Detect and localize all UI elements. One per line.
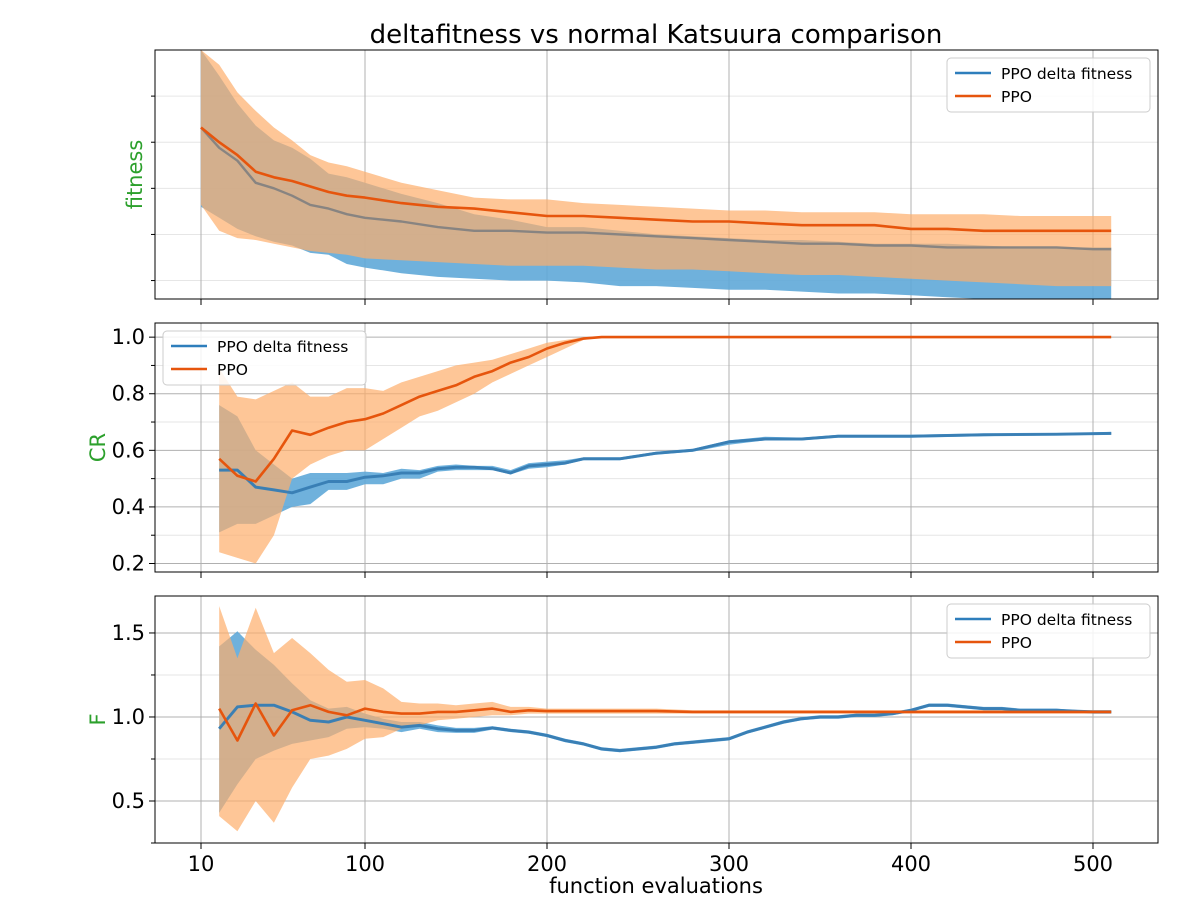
axes-frame — [154, 322, 1159, 573]
x-tick-label: 10 — [188, 852, 215, 876]
y-tick-label: 0.8 — [112, 382, 145, 406]
line-ppo-delta-fitness-highlight — [218, 703, 1112, 753]
legend: PPO delta fitness PPO — [946, 57, 1151, 113]
panel-series — [200, 50, 1112, 299]
panel-cr: 0.2 0.4 0.6 0.8 1.0 CR PPO delta fitness PPO — [86, 322, 1159, 578]
line-ppo — [218, 702, 1112, 742]
line-ppo-delta-fitness — [200, 126, 1112, 251]
band-ppo — [219, 337, 1112, 564]
line-ppo — [218, 335, 1112, 483]
y-tick-label: 0.4 — [112, 495, 145, 519]
y-tick-label: 0.2 — [112, 552, 145, 576]
legend-label: PPO delta fitness — [1001, 611, 1132, 629]
legend-frame — [946, 603, 1151, 659]
legend-label: PPO delta fitness — [217, 338, 348, 356]
chart-title: deltafitness vs normal Katsuura comparis… — [370, 20, 943, 50]
panel-f: 0.5 1.0 1.5 F PPO delta fitness PPO — [86, 595, 1159, 849]
y-tick-label: 1.0 — [112, 325, 145, 349]
legend-frame — [162, 330, 367, 386]
legend-label: PPO — [1001, 634, 1032, 652]
legend-label: PPO — [217, 361, 248, 379]
x-axis-label: function evaluations — [549, 874, 763, 898]
x-tick-label: 100 — [345, 852, 385, 876]
line-ppo-delta-fitness-highlight — [219, 431, 1112, 495]
y-axis-label: CR — [86, 433, 110, 462]
axes-frame — [154, 49, 1159, 300]
axes-frame — [154, 595, 1159, 844]
legend-frame — [946, 57, 1151, 113]
panel-series — [218, 606, 1112, 832]
chart-panels: fitness PPO delta fitness PPO 0.2 0.4 0.6 0.8 1… — [86, 49, 1159, 876]
y-tick-label: 0.6 — [112, 438, 145, 462]
panel-fitness: fitness PPO delta fitness PPO — [123, 49, 1159, 305]
x-tick-label: 300 — [709, 852, 749, 876]
y-tick-label: 1.0 — [112, 705, 145, 729]
x-tick-label: 200 — [527, 852, 567, 876]
panel-series — [218, 335, 1112, 564]
line-ppo — [200, 126, 1112, 233]
y-tick-label: 1.5 — [112, 621, 145, 645]
legend: PPO delta fitness PPO — [162, 330, 367, 386]
legend-label: PPO — [1001, 88, 1032, 106]
y-axis-label: fitness — [123, 140, 147, 210]
y-axis-label: F — [86, 713, 110, 725]
legend: PPO delta fitness PPO — [946, 603, 1151, 659]
band-ppo — [219, 606, 1112, 832]
x-tick-label: 500 — [1073, 852, 1113, 876]
x-tick-label: 400 — [891, 852, 931, 876]
y-tick-label: 0.5 — [112, 789, 145, 813]
legend-label: PPO delta fitness — [1001, 65, 1132, 83]
